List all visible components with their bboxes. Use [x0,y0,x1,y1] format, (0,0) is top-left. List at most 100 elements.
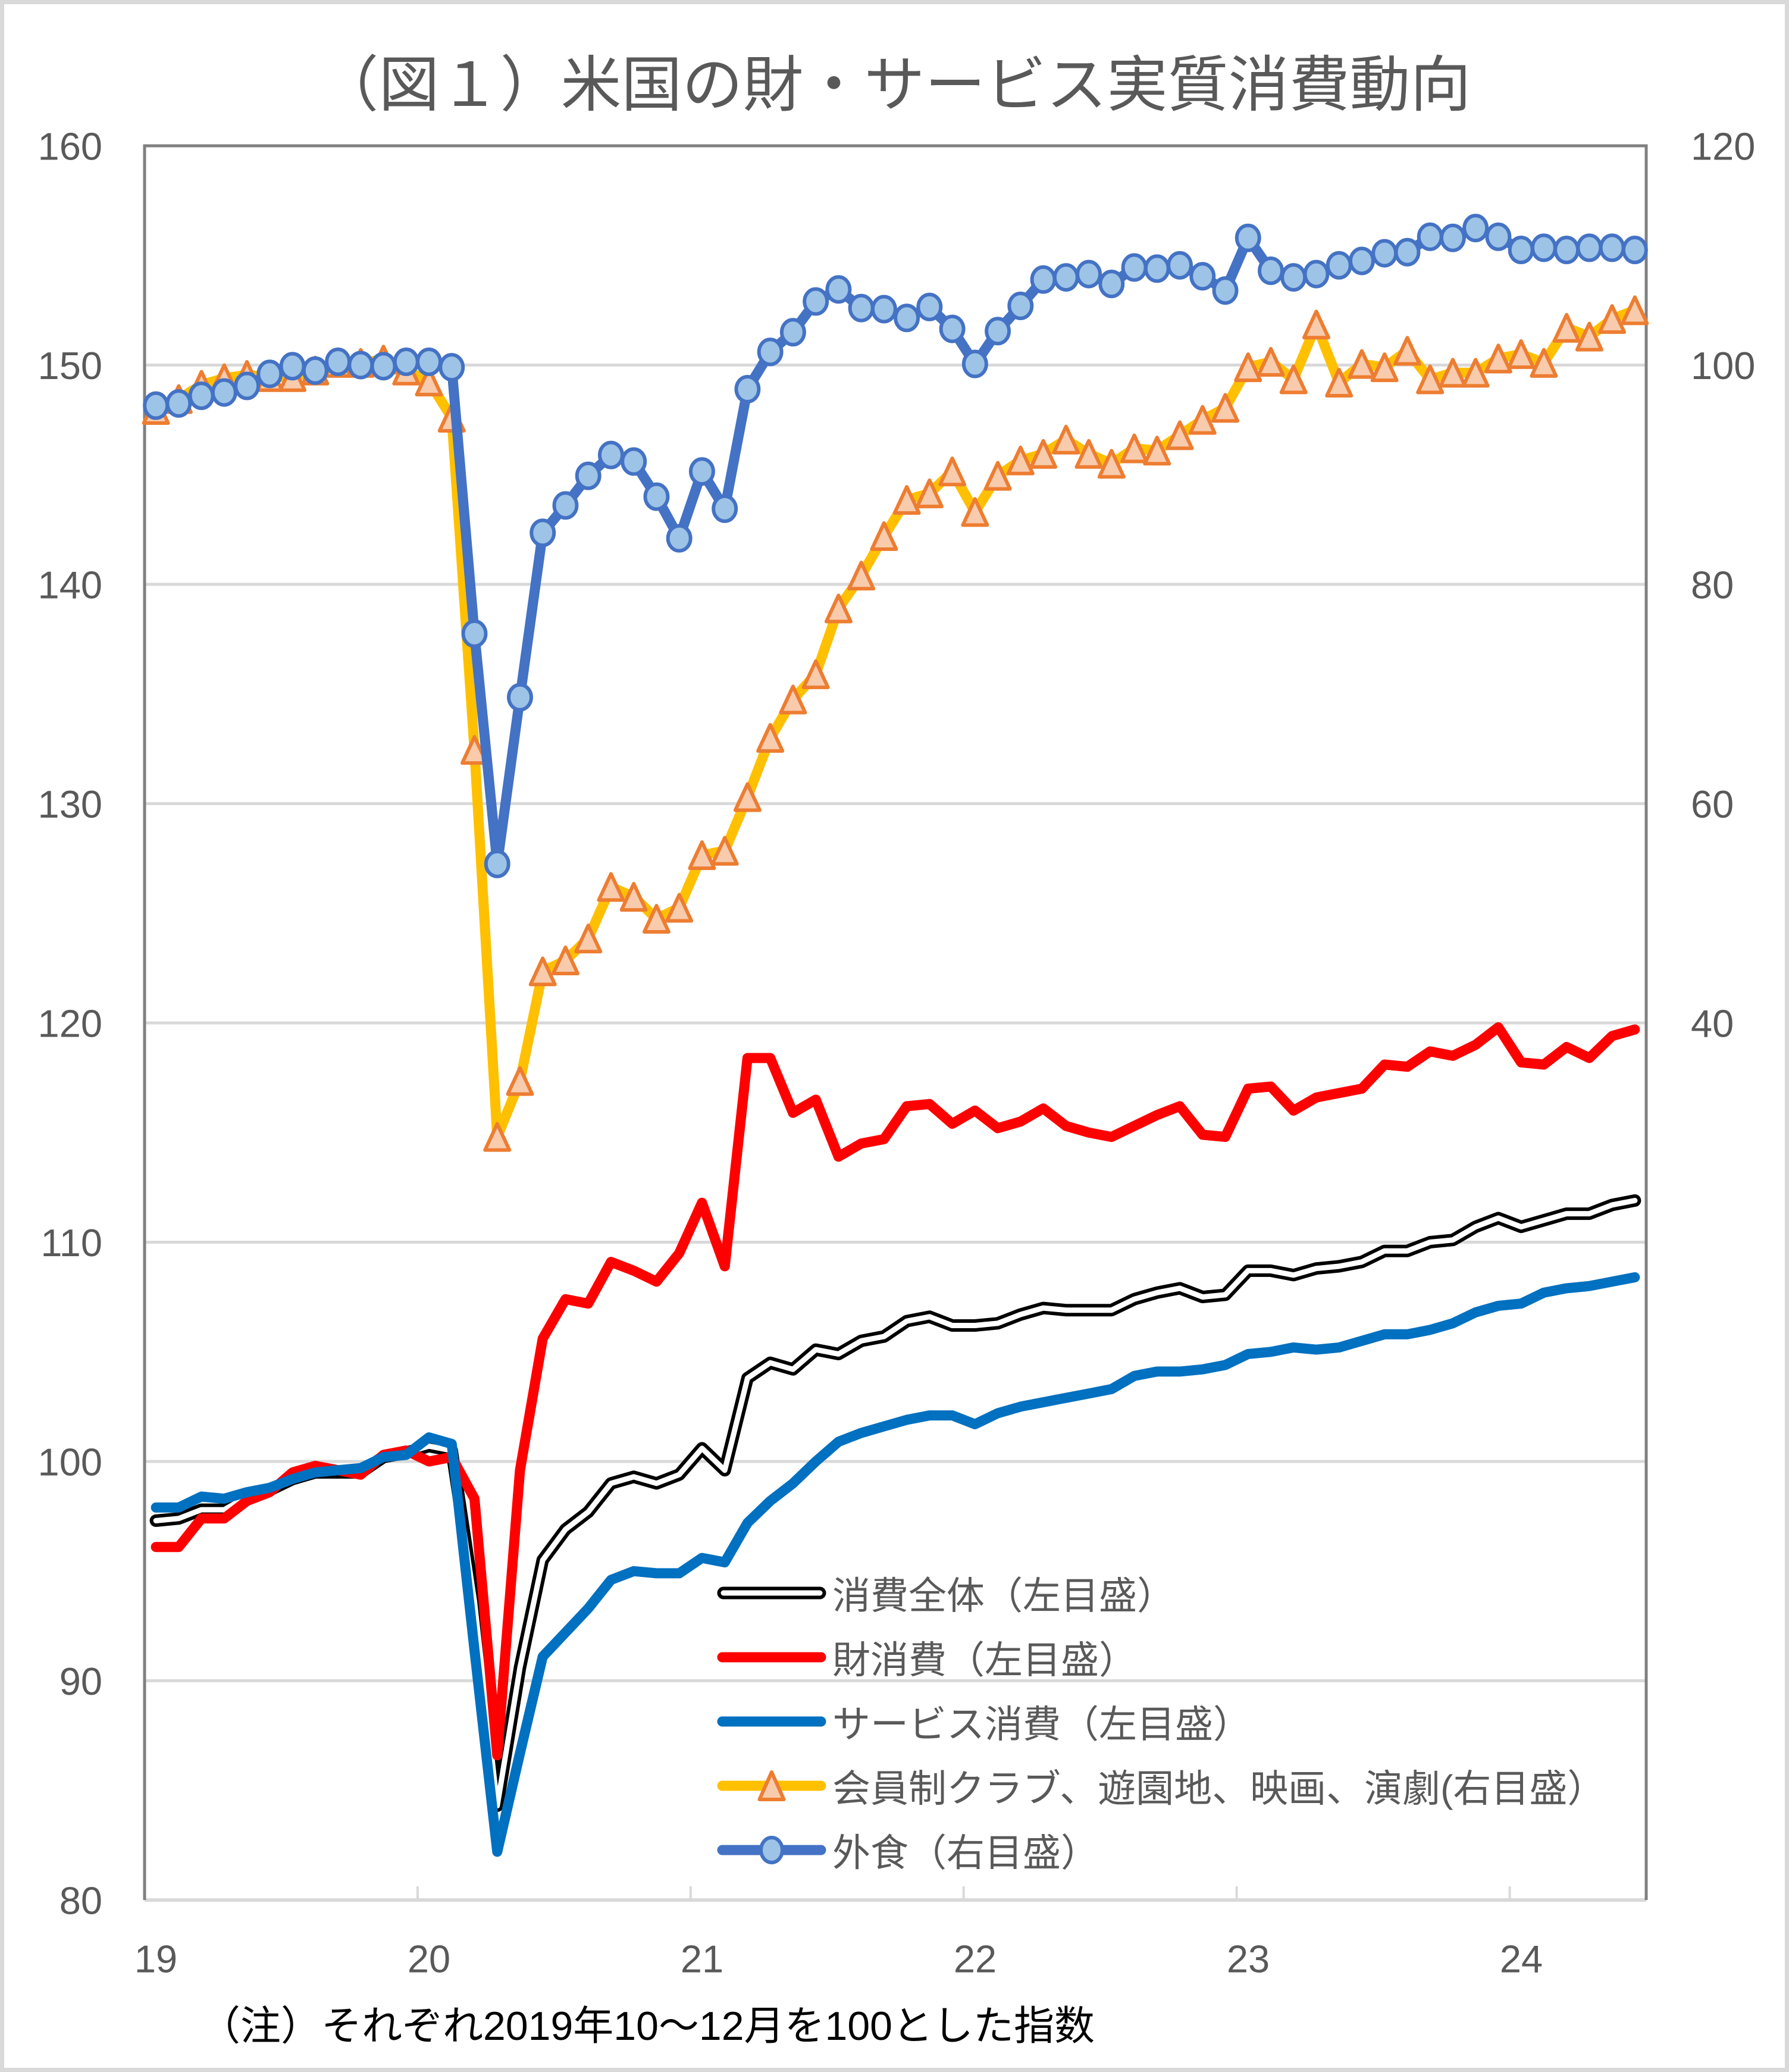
triangle-marker-icon [688,840,716,871]
circle-marker-icon [1530,233,1557,262]
right-axis-tick: 100 [1691,344,1755,387]
triangle-marker-icon [460,735,489,765]
series-layer [142,214,1649,1857]
legend-label: 会員制クラブ、遊園地、映画、演劇(右目盛） [832,1767,1606,1810]
circle-marker-icon [1508,236,1534,265]
circle-marker-icon [1371,239,1398,268]
circle-marker-icon [211,378,237,407]
circle-marker-icon [370,352,397,381]
circle-marker-icon [1485,222,1512,251]
circle-marker-icon [1121,253,1148,282]
right-axis-labels: 120 100 80 60 40 [1691,124,1755,1045]
legend-item-recreation: 会員制クラブ、遊園地、映画、演劇(右目盛） [717,1754,1605,1818]
circle-marker-icon [165,389,192,418]
circle-marker-icon [1143,254,1170,283]
triangle-marker-icon [1439,358,1467,388]
legend-item-goods: 財消費（左目盛） [717,1625,1605,1689]
circle-marker-icon [916,292,943,321]
triangle-marker-icon [779,684,807,715]
legend-label: サービス消費（左目盛） [832,1703,1251,1746]
left-axis-tick: 140 [38,563,102,606]
circle-marker-icon [1326,251,1352,280]
triangle-marker-icon [1416,364,1445,395]
triangle-marker-icon [1598,304,1627,334]
triangle-marker-icon [1074,439,1103,469]
triangle-marker-icon [1552,312,1581,343]
circle-marker-icon [666,524,693,553]
triangle-marker-icon [961,497,989,527]
circle-marker-icon [894,303,920,333]
red-line-icon [717,1652,826,1663]
circle-marker-icon [1394,237,1421,267]
x-axis-tick: 19 [134,1937,177,1980]
circle-marker-icon [803,287,829,316]
legend-label: 財消費（左目盛） [832,1639,1137,1682]
triangle-marker-icon [1234,352,1262,383]
left-axis-tick: 120 [38,1001,102,1045]
triangle-marker-icon [1507,339,1536,370]
legend-item-dining: 外食（右目盛） [717,1818,1605,1882]
circle-marker-icon [597,440,624,470]
triangle-marker-icon [892,485,921,515]
triangle-marker-icon [938,456,967,487]
left-axis-tick: 130 [38,783,102,826]
circle-marker-icon [1007,292,1034,321]
circle-marker-icon [825,275,852,304]
circle-marker-icon [1599,233,1625,262]
circle-marker-icon [621,447,647,476]
left-axis-tick: 90 [59,1660,102,1703]
circle-marker-icon [1462,214,1489,243]
circle-marker-icon [1280,263,1307,292]
triangle-marker-icon [1393,336,1421,366]
series-line [151,1272,1640,1857]
circle-marker-icon [1439,223,1466,252]
triangle-marker-icon [1348,349,1376,379]
triangle-marker-icon [642,903,671,934]
circle-marker-icon [1553,236,1580,265]
x-axis-tick: 20 [408,1937,450,1980]
blue-line-icon [717,1716,826,1727]
circle-marker-icon [188,381,215,411]
triangle-marker-icon [710,835,739,866]
triangle-marker-icon [1143,436,1171,466]
x-axis-tick: 22 [954,1937,997,1980]
triangle-marker-icon [983,461,1012,491]
circle-marker-icon [1303,259,1330,289]
triangle-marker-icon [665,893,694,923]
right-axis-tick: 120 [1691,124,1755,168]
circle-marker-icon [1348,246,1375,276]
legend-item-services: サービス消費（左目盛） [717,1689,1605,1754]
circle-marker-icon [779,318,806,347]
right-axis-tick: 60 [1691,783,1734,826]
triangle-marker-icon [1370,352,1399,383]
circle-marker-icon [234,371,261,400]
triangle-marker-icon [1530,348,1558,378]
triangle-marker-icon [1575,321,1603,352]
triangle-marker-icon [1097,449,1126,479]
circle-marker-icon [256,359,283,389]
legend-item-total: 消費全体（左目盛） [717,1561,1605,1625]
triangle-marker-icon [1029,439,1058,469]
left-axis-tick: 110 [40,1221,102,1265]
circle-marker-icon [1052,263,1079,292]
triangle-marker-icon [574,924,603,954]
circle-marker-icon [1576,233,1603,262]
triangle-marker-icon [733,782,762,812]
left-axis-labels: 160 150 140 130 120 110 100 90 80 [38,124,102,1922]
circle-marker-icon [507,683,533,712]
circle-marker-icon [1621,236,1648,265]
x-axis-labels: 19 20 21 22 23 24 [134,1937,1543,1980]
chart-title: （図１）米国の財・サービス実質消費動向 [318,51,1471,119]
triangle-marker-icon [1165,420,1194,450]
circle-marker-icon [1189,262,1216,291]
triangle-marker-icon [1188,405,1217,435]
x-axis-tick: 21 [681,1937,723,1980]
circle-marker-icon [325,347,352,376]
circle-marker-icon [143,391,170,420]
circle-marker-icon [416,347,443,376]
plot-axes [143,144,1648,1902]
triangle-marker-icon [870,521,898,551]
circle-marker-icon [1098,270,1125,299]
